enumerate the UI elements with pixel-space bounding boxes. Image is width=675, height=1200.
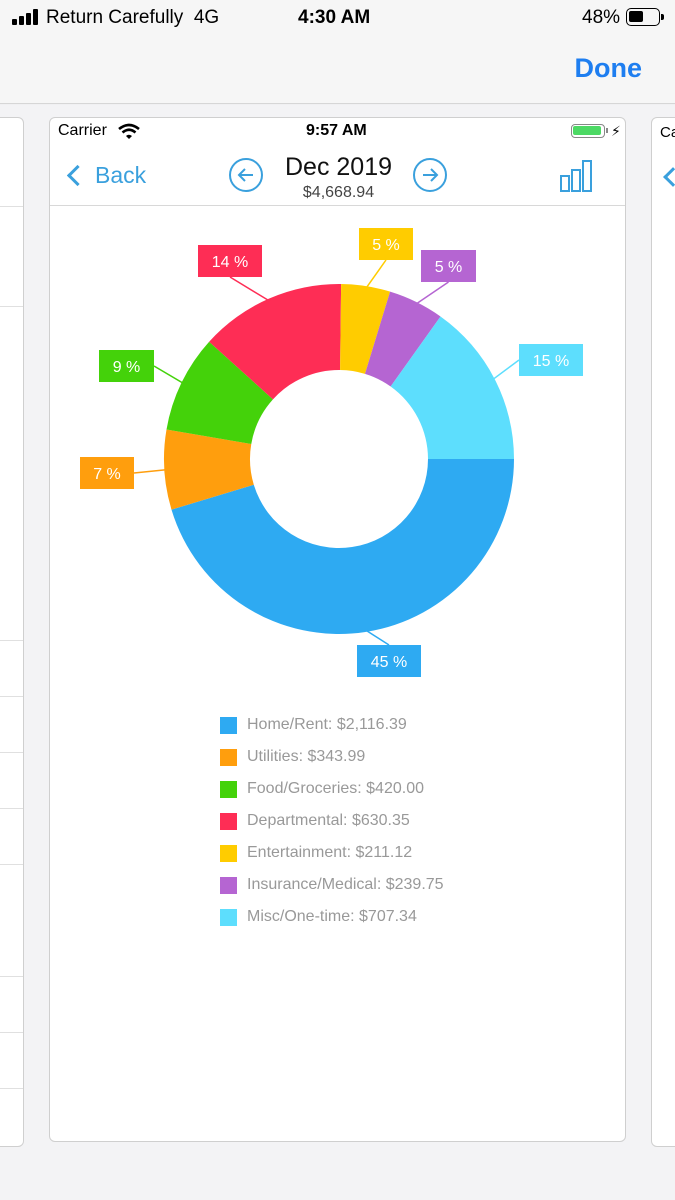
battery-icon xyxy=(626,8,664,26)
month-total: $4,668.94 xyxy=(302,184,375,201)
bolt-icon: ⚡ xyxy=(611,123,621,139)
outer-status-bar: Return Carefully 4G 4:30 AM 48% xyxy=(0,0,675,36)
donut-slice-utilities[interactable] xyxy=(163,429,254,510)
carrier-name: Return Carefully 4G xyxy=(46,7,220,28)
percent-label: 5 % xyxy=(372,237,400,254)
legend-item: Food/Groceries: $420.00 xyxy=(220,773,444,805)
legend-swatch xyxy=(220,748,237,766)
next-page-peek[interactable]: Ca xyxy=(651,117,675,1147)
arrow-left-circle-icon xyxy=(237,168,253,182)
donut-slice-food-groceries[interactable] xyxy=(166,341,273,444)
percent-label: 14 % xyxy=(212,254,248,271)
inner-carrier: Carrier xyxy=(58,122,107,139)
legend-item: Insurance/Medical: $239.75 xyxy=(220,869,444,901)
previous-page-peek[interactable] xyxy=(0,117,24,1147)
preview-area: Ca Carrier 9:57 AM ⚡ Back xyxy=(0,105,675,1200)
leader-line xyxy=(414,281,449,306)
legend-swatch xyxy=(220,812,237,830)
battery-percent: 48% xyxy=(582,7,621,28)
percent-label: 9 % xyxy=(113,359,141,376)
done-button[interactable]: Done xyxy=(574,53,643,83)
legend-item: Home/Rent: $2,116.39 xyxy=(220,709,444,741)
legend-swatch xyxy=(220,844,237,862)
leader-line xyxy=(364,259,387,290)
arrow-right-circle-icon xyxy=(423,168,439,182)
chevron-left-icon xyxy=(663,167,675,187)
donut-slice-misc-one-time[interactable] xyxy=(390,316,514,459)
leader-line xyxy=(229,276,271,303)
inner-status-bar: Carrier 9:57 AM ⚡ xyxy=(50,118,625,144)
percent-label-box xyxy=(519,344,583,376)
percent-label-box xyxy=(421,250,476,282)
legend-item: Misc/One-time: $707.34 xyxy=(220,901,444,933)
status-time: 4:30 AM xyxy=(298,7,371,28)
next-month-button[interactable] xyxy=(413,158,447,192)
legend-label: Entertainment: $211.12 xyxy=(247,844,413,861)
inner-nav-bar: Back Dec 2019 $4,668.94 xyxy=(50,144,625,206)
legend-item: Entertainment: $211.12 xyxy=(220,837,444,869)
percent-label: 45 % xyxy=(371,654,407,671)
legend-swatch xyxy=(220,876,237,894)
signal-icon xyxy=(12,9,39,25)
legend-label: Utilities: $343.99 xyxy=(247,748,366,765)
bar-chart-icon xyxy=(560,160,592,192)
percent-label-box xyxy=(359,228,413,260)
percent-label-box xyxy=(80,457,134,489)
leader-line xyxy=(133,468,168,474)
prev-month-button[interactable] xyxy=(229,158,263,192)
leader-line xyxy=(491,359,520,381)
outer-nav-bar: Done xyxy=(0,36,675,104)
leader-line xyxy=(153,365,185,385)
legend-item: Utilities: $343.99 xyxy=(220,741,444,773)
donut-slice-departmental[interactable] xyxy=(209,284,342,400)
percent-label-box xyxy=(198,245,262,277)
donut-slice-home-rent[interactable] xyxy=(171,459,514,634)
donut-chart: 45 % 7 % 9 % 14 % 5 % 5 % 15 % xyxy=(80,228,583,677)
leader-line xyxy=(363,628,390,646)
back-button[interactable]: Back xyxy=(64,160,146,190)
legend-label: Insurance/Medical: $239.75 xyxy=(247,876,444,893)
legend-label: Food/Groceries: $420.00 xyxy=(247,780,424,797)
bar-chart-button[interactable] xyxy=(558,158,594,194)
percent-label: 7 % xyxy=(93,466,121,483)
percent-label-box xyxy=(99,350,154,382)
battery-charging-icon xyxy=(571,124,608,138)
wifi-icon xyxy=(118,123,140,139)
donut-slice-insurance-medical[interactable] xyxy=(364,291,441,387)
donut-slice-entertainment[interactable] xyxy=(340,284,391,374)
peek-carrier-text: Ca xyxy=(660,124,675,141)
legend-swatch xyxy=(220,780,237,798)
percent-label: 5 % xyxy=(435,259,463,276)
legend-label: Misc/One-time: $707.34 xyxy=(247,908,417,925)
inner-time: 9:57 AM xyxy=(306,122,367,139)
legend-label: Departmental: $630.35 xyxy=(247,812,410,829)
back-label: Back xyxy=(95,161,147,188)
month-title: Dec 2019 xyxy=(284,153,393,181)
legend-swatch xyxy=(220,908,237,926)
legend-swatch xyxy=(220,716,237,734)
percent-label: 15 % xyxy=(533,353,569,370)
percent-label-box xyxy=(357,645,421,677)
legend-item: Departmental: $630.35 xyxy=(220,805,444,837)
screenshot-card: Carrier 9:57 AM ⚡ Back Dec 2019 $4,668.9… xyxy=(49,117,626,1142)
chart-legend: Home/Rent: $2,116.39 Utilities: $343.99 Fo… xyxy=(220,709,444,933)
legend-label: Home/Rent: $2,116.39 xyxy=(247,716,407,733)
